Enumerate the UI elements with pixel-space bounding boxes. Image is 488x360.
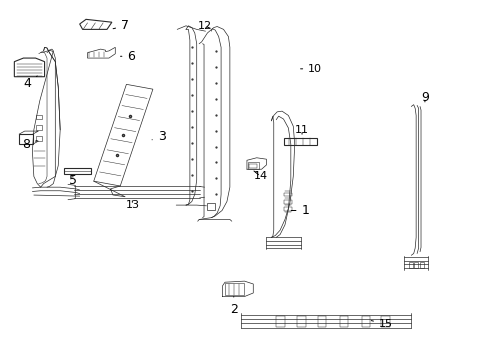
Bar: [283, 200, 292, 204]
Text: 6: 6: [120, 50, 135, 63]
Polygon shape: [413, 262, 417, 268]
Text: 8: 8: [22, 138, 37, 150]
Bar: [283, 207, 292, 211]
Polygon shape: [207, 203, 215, 211]
Polygon shape: [276, 316, 285, 327]
Polygon shape: [64, 168, 91, 174]
Text: 14: 14: [253, 171, 267, 181]
Polygon shape: [19, 134, 33, 144]
Text: 12: 12: [197, 21, 211, 31]
Polygon shape: [408, 262, 412, 268]
Polygon shape: [80, 19, 112, 30]
Polygon shape: [317, 316, 326, 327]
Polygon shape: [87, 47, 115, 58]
Polygon shape: [283, 138, 316, 145]
Bar: [249, 163, 257, 168]
Polygon shape: [248, 162, 259, 168]
Bar: [36, 136, 41, 140]
Text: 2: 2: [229, 297, 237, 316]
Bar: [283, 193, 292, 197]
Text: 15: 15: [370, 319, 392, 329]
Text: 5: 5: [69, 174, 77, 186]
Polygon shape: [297, 316, 305, 327]
Polygon shape: [339, 316, 347, 327]
Text: 3: 3: [152, 130, 165, 144]
Polygon shape: [419, 262, 423, 268]
Text: 13: 13: [125, 200, 139, 210]
Polygon shape: [361, 316, 369, 327]
Polygon shape: [224, 283, 243, 296]
Text: 9: 9: [420, 91, 428, 104]
Text: 10: 10: [300, 64, 322, 74]
Text: 7: 7: [113, 19, 129, 32]
Polygon shape: [380, 316, 389, 327]
Text: 4: 4: [23, 76, 37, 90]
Bar: [36, 115, 41, 119]
Polygon shape: [14, 58, 44, 77]
Text: 1: 1: [290, 204, 309, 217]
Polygon shape: [94, 84, 153, 186]
Bar: [36, 126, 41, 130]
Text: 11: 11: [294, 125, 308, 135]
